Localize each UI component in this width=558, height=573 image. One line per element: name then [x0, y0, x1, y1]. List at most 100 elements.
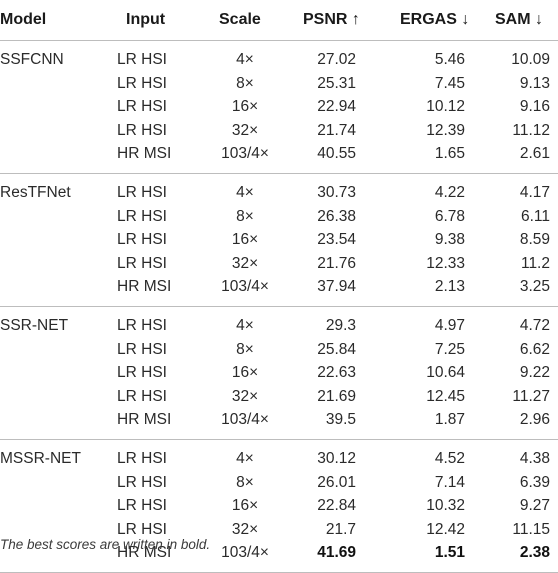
- cell-sam: 11.27: [512, 387, 550, 405]
- cell-sam: 6.62: [519, 340, 550, 358]
- cell-scale: 103/4×: [221, 278, 269, 296]
- cell-psnr: 21.74: [317, 121, 356, 139]
- table-row: LR HSI 16× 22.94 10.12 9.16: [0, 96, 558, 120]
- cell-scale: 103/4×: [221, 411, 269, 429]
- cell-psnr: 21.7: [325, 520, 356, 538]
- cell-sam: 2.61: [519, 145, 550, 163]
- cell-input: LR HSI: [117, 364, 167, 382]
- table-row: LR HSI 32× 21.7 12.42 11.15: [0, 519, 558, 543]
- cell-sam: 9.27: [519, 497, 550, 515]
- cell-psnr: 41.69: [317, 544, 356, 562]
- table-row: LR HSI 16× 23.54 9.38 8.59: [0, 229, 558, 253]
- cell-scale: 32×: [231, 387, 259, 405]
- cell-ergas: 7.25: [434, 340, 465, 358]
- cell-scale: 103/4×: [221, 145, 269, 163]
- cell-psnr: 37.94: [317, 278, 356, 296]
- cell-sam: 11.15: [512, 520, 550, 538]
- model-group: ResTFNet LR HSI 4× 30.73 4.22 4.17 LR HSI 8× 26.…: [0, 174, 558, 307]
- cell-input: LR HSI: [117, 520, 167, 538]
- header-ergas: ERGAS ↓: [400, 11, 470, 28]
- cell-psnr: 22.84: [317, 497, 356, 515]
- cell-ergas: 1.51: [434, 544, 465, 562]
- cell-input: LR HSI: [117, 387, 167, 405]
- cell-sam: 6.11: [520, 207, 550, 225]
- cell-input: LR HSI: [117, 98, 167, 116]
- table-row: LR HSI 8× 26.01 7.14 6.39: [0, 472, 558, 496]
- cell-sam: 4.72: [519, 316, 550, 334]
- cell-psnr: 30.12: [317, 449, 356, 467]
- cell-scale: 4×: [236, 183, 254, 201]
- cell-scale: 32×: [231, 121, 259, 139]
- cell-psnr: 25.31: [317, 74, 356, 92]
- cell-ergas: 12.42: [426, 520, 465, 538]
- header-psnr: PSNR ↑: [303, 11, 360, 28]
- model-name: SSFCNN: [0, 51, 64, 68]
- cell-scale: 8×: [236, 207, 254, 225]
- cell-ergas: 12.33: [426, 254, 465, 272]
- cell-psnr: 40.55: [317, 145, 356, 163]
- table-footnote: The best scores are written in bold.: [0, 537, 211, 552]
- cell-sam: 11.12: [512, 121, 550, 139]
- cell-ergas: 1.87: [434, 411, 465, 429]
- cell-scale: 8×: [236, 473, 254, 491]
- table-row: HR MSI 103/4× 41.69 1.51 2.38: [0, 542, 558, 566]
- cell-input: HR MSI: [117, 411, 172, 429]
- table-row: HR MSI 103/4× 40.55 1.65 2.61: [0, 143, 558, 167]
- cell-input: LR HSI: [117, 473, 167, 491]
- cell-scale: 16×: [231, 497, 259, 515]
- cell-psnr: 26.01: [317, 473, 356, 491]
- header-scale: Scale: [219, 11, 261, 28]
- cell-input: HR MSI: [117, 544, 172, 562]
- cell-input: LR HSI: [117, 254, 167, 272]
- cell-input: LR HSI: [117, 51, 167, 68]
- cell-ergas: 6.78: [434, 207, 465, 225]
- model-group: MSSR-NET LR HSI 4× 30.12 4.52 4.38 LR HSI 8× 26.…: [0, 440, 558, 573]
- cell-ergas: 7.45: [434, 74, 465, 92]
- cell-scale: 32×: [231, 520, 259, 538]
- table-row: LR HSI 32× 21.74 12.39 11.12: [0, 120, 558, 144]
- cell-input: LR HSI: [117, 231, 167, 249]
- cell-ergas: 12.45: [426, 387, 465, 405]
- cell-ergas: 4.97: [434, 316, 465, 334]
- cell-sam: 11.2: [520, 254, 550, 272]
- cell-sam: 6.39: [519, 473, 550, 491]
- cell-scale: 16×: [231, 98, 259, 116]
- table-row: HR MSI 103/4× 39.5 1.87 2.96: [0, 409, 558, 433]
- cell-ergas: 5.46: [434, 51, 465, 68]
- cell-psnr: 27.02: [317, 51, 356, 68]
- cell-ergas: 4.22: [434, 183, 465, 201]
- cell-ergas: 1.65: [434, 145, 465, 163]
- cell-input: LR HSI: [117, 316, 167, 334]
- table-header: Model Input Scale PSNR ↑ ERGAS ↓ SAM ↓: [0, 0, 558, 41]
- table-row: LR HSI 4× 29.3 4.97 4.72: [0, 315, 558, 339]
- cell-input: LR HSI: [117, 207, 167, 225]
- cell-input: LR HSI: [117, 340, 167, 358]
- cell-sam: 4.17: [519, 183, 550, 201]
- model-group: SSFCNN LR HSI 4× 27.02 5.46 10.09 LR HSI 8× 25.3…: [0, 41, 558, 174]
- cell-psnr: 23.54: [317, 231, 356, 249]
- cell-sam: 9.16: [519, 98, 550, 116]
- cell-psnr: 22.94: [317, 98, 356, 116]
- cell-ergas: 10.32: [426, 497, 465, 515]
- table-row: LR HSI 8× 25.31 7.45 9.13: [0, 73, 558, 97]
- cell-input: LR HSI: [117, 449, 167, 467]
- cell-psnr: 39.5: [325, 411, 356, 429]
- table-row: LR HSI 32× 21.76 12.33 11.2: [0, 253, 558, 277]
- cell-scale: 4×: [236, 51, 254, 68]
- table-row: LR HSI 4× 27.02 5.46 10.09: [0, 49, 558, 73]
- cell-psnr: 29.3: [325, 316, 356, 334]
- cell-sam: 8.59: [519, 231, 550, 249]
- table-row: LR HSI 8× 25.84 7.25 6.62: [0, 339, 558, 363]
- cell-scale: 4×: [236, 316, 254, 334]
- cell-sam: 4.38: [519, 449, 550, 467]
- cell-scale: 8×: [236, 340, 254, 358]
- cell-sam: 2.96: [519, 411, 550, 429]
- model-name: SSR-NET: [0, 316, 69, 334]
- cell-psnr: 26.38: [317, 207, 356, 225]
- cell-input: LR HSI: [117, 497, 167, 515]
- header-sam: SAM ↓: [495, 11, 543, 28]
- cell-scale: 4×: [236, 449, 254, 467]
- cell-psnr: 25.84: [317, 340, 356, 358]
- cell-ergas: 4.52: [434, 449, 465, 467]
